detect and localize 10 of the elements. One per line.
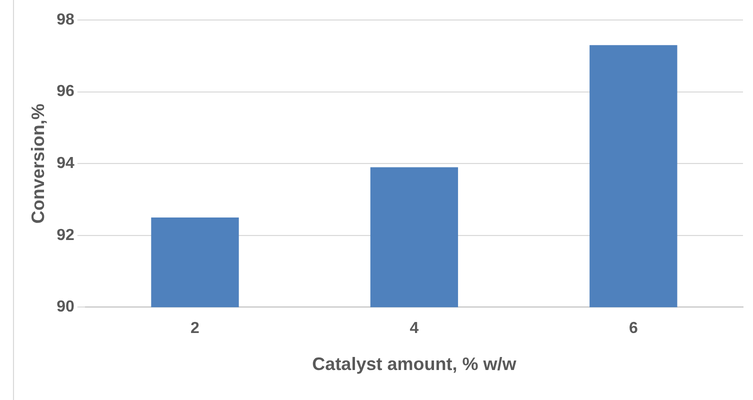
y-tick-label: 92 (56, 226, 74, 244)
x-axis-title: Catalyst amount, % w/w (312, 354, 518, 374)
x-tick-label: 6 (628, 320, 638, 338)
y-tick-label: 98 (56, 11, 74, 28)
y-tick-label: 90 (56, 298, 74, 316)
y-tick-label: 96 (56, 83, 74, 100)
y-tick-label: 94 (56, 155, 74, 172)
y-axis-title: Conversion,% (28, 104, 48, 224)
x-tick-label: 2 (190, 320, 200, 338)
x-tick-label: 4 (410, 320, 419, 338)
